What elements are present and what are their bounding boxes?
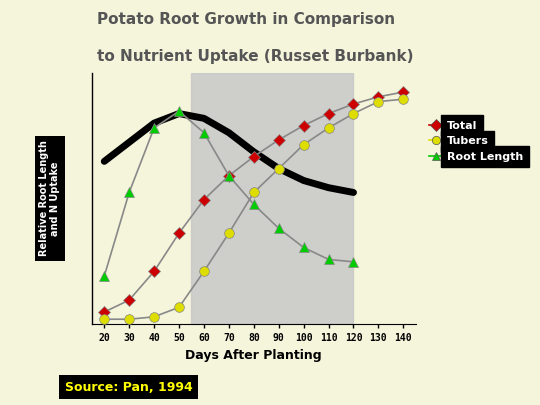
Text: Relative Root Length
and N Uptake: Relative Root Length and N Uptake	[39, 141, 60, 256]
Legend: Total, Tubers, Root Length: Total, Tubers, Root Length	[424, 116, 528, 166]
Text: Source: Pan, 1994: Source: Pan, 1994	[65, 381, 193, 394]
Bar	[192, 73, 354, 324]
Text: Potato Root Growth in Comparison: Potato Root Growth in Comparison	[97, 12, 395, 27]
Text: to Nutrient Uptake (Russet Burbank): to Nutrient Uptake (Russet Burbank)	[97, 49, 414, 64]
X-axis label: Days After Planting: Days After Planting	[185, 349, 322, 362]
